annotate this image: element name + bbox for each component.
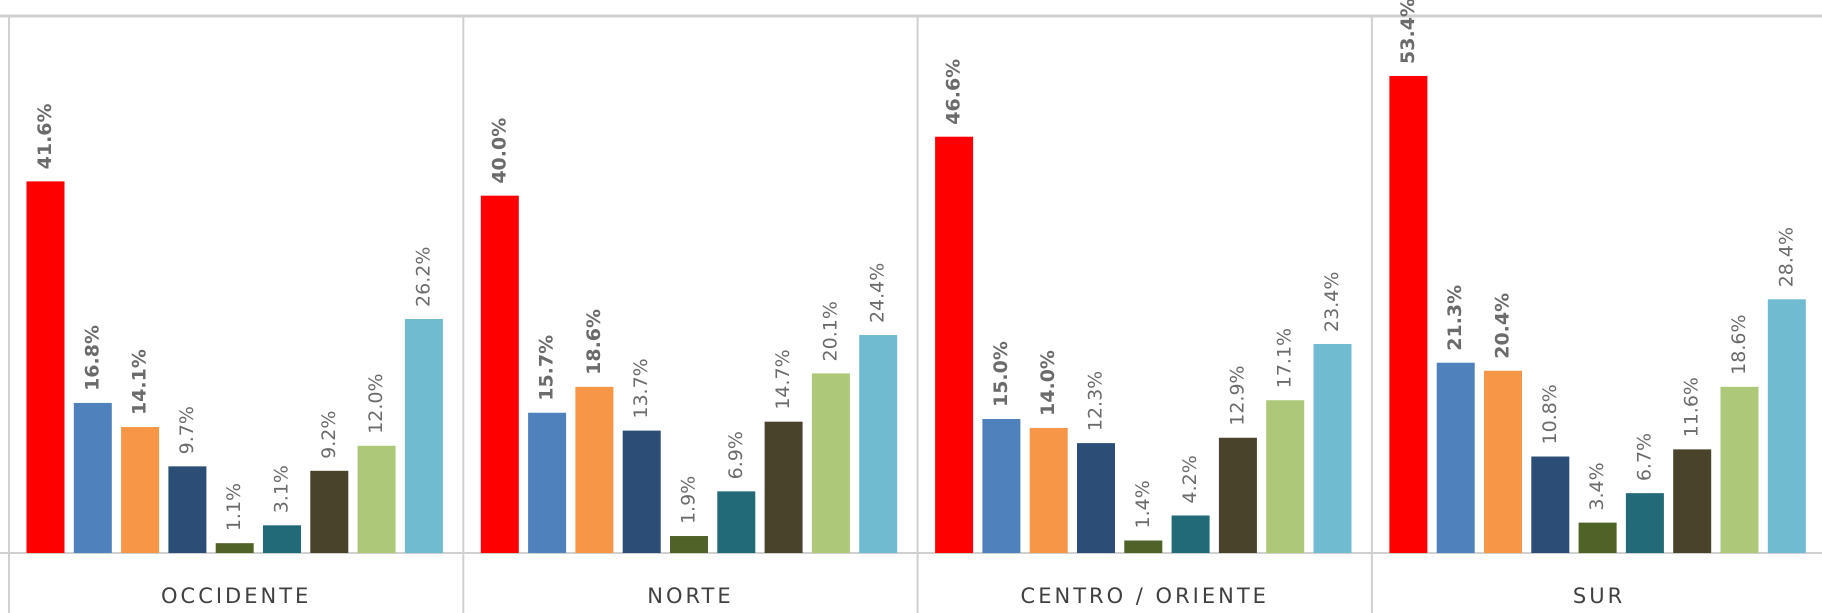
data-label: 18.6% xyxy=(1728,314,1750,374)
x-tick-label: SUR xyxy=(1573,584,1625,608)
bar xyxy=(859,335,898,553)
data-label: 12.3% xyxy=(1085,371,1107,431)
data-label: 16.8% xyxy=(81,325,103,391)
bar xyxy=(1720,386,1759,553)
bar xyxy=(215,543,254,553)
bar xyxy=(1218,437,1257,553)
data-label: 24.4% xyxy=(867,263,889,323)
bar xyxy=(121,427,160,553)
bar xyxy=(1266,400,1305,553)
x-tick-label: NORTE xyxy=(647,584,733,608)
bar xyxy=(1767,299,1806,553)
data-label: 17.1% xyxy=(1274,328,1296,388)
bar xyxy=(480,195,519,553)
bar xyxy=(1171,515,1210,553)
bar xyxy=(1531,456,1570,553)
data-label: 15.7% xyxy=(536,335,558,401)
bar xyxy=(73,402,112,553)
data-label: 9.7% xyxy=(176,406,198,454)
data-label: 1.9% xyxy=(678,476,700,524)
bar xyxy=(1625,493,1664,553)
data-label: 9.2% xyxy=(318,411,340,459)
bar xyxy=(811,373,850,553)
data-label: 40.0% xyxy=(488,118,510,184)
bar xyxy=(1389,75,1428,554)
data-label: 20.1% xyxy=(819,301,841,361)
data-label: 3.1% xyxy=(271,465,293,513)
data-label: 10.8% xyxy=(1539,384,1561,444)
data-label: 28.4% xyxy=(1775,227,1797,287)
data-label: 13.7% xyxy=(630,358,652,418)
bar xyxy=(26,181,65,553)
data-label: 1.4% xyxy=(1132,480,1154,528)
data-label: 4.2% xyxy=(1179,455,1201,503)
data-label: 18.6% xyxy=(583,309,605,375)
bar xyxy=(1029,427,1068,553)
data-label: 6.9% xyxy=(725,431,747,479)
bar xyxy=(1484,370,1522,553)
bar xyxy=(982,419,1021,553)
bar xyxy=(575,386,614,553)
bar xyxy=(670,536,708,553)
data-label: 6.7% xyxy=(1633,433,1655,481)
bar xyxy=(935,136,974,553)
data-label: 12.9% xyxy=(1226,365,1248,425)
data-label: 3.4% xyxy=(1586,462,1608,510)
data-label: 53.4% xyxy=(1397,0,1419,64)
data-label: 26.2% xyxy=(412,247,434,307)
bar xyxy=(404,318,443,553)
bar xyxy=(310,470,349,553)
bar xyxy=(1313,343,1352,553)
x-tick-label: CENTRO / ORIENTE xyxy=(1021,584,1269,608)
data-label: 23.4% xyxy=(1321,272,1343,332)
bar xyxy=(528,412,567,553)
data-label: 14.0% xyxy=(1037,350,1059,416)
bar xyxy=(357,445,396,553)
data-label: 15.0% xyxy=(990,341,1012,407)
data-label: 1.1% xyxy=(223,483,245,531)
bar xyxy=(1124,540,1163,553)
bar xyxy=(1673,449,1712,553)
data-label: 20.4% xyxy=(1492,293,1514,359)
bar xyxy=(622,430,661,553)
bar xyxy=(764,421,803,553)
data-label: 21.3% xyxy=(1444,285,1466,351)
data-label: 14.7% xyxy=(772,349,794,409)
bar xyxy=(263,525,301,553)
data-label: 12.0% xyxy=(365,373,387,433)
bar xyxy=(717,491,756,553)
x-tick-label: OCCIDENTE xyxy=(161,584,311,608)
data-label: 41.6% xyxy=(34,103,56,169)
data-label: 46.6% xyxy=(943,59,965,125)
data-label: 14.1% xyxy=(129,349,151,415)
bar xyxy=(1578,522,1617,553)
bar xyxy=(1077,443,1115,553)
data-label: 11.6% xyxy=(1681,377,1703,437)
bar xyxy=(1436,362,1475,553)
bar xyxy=(168,466,207,553)
